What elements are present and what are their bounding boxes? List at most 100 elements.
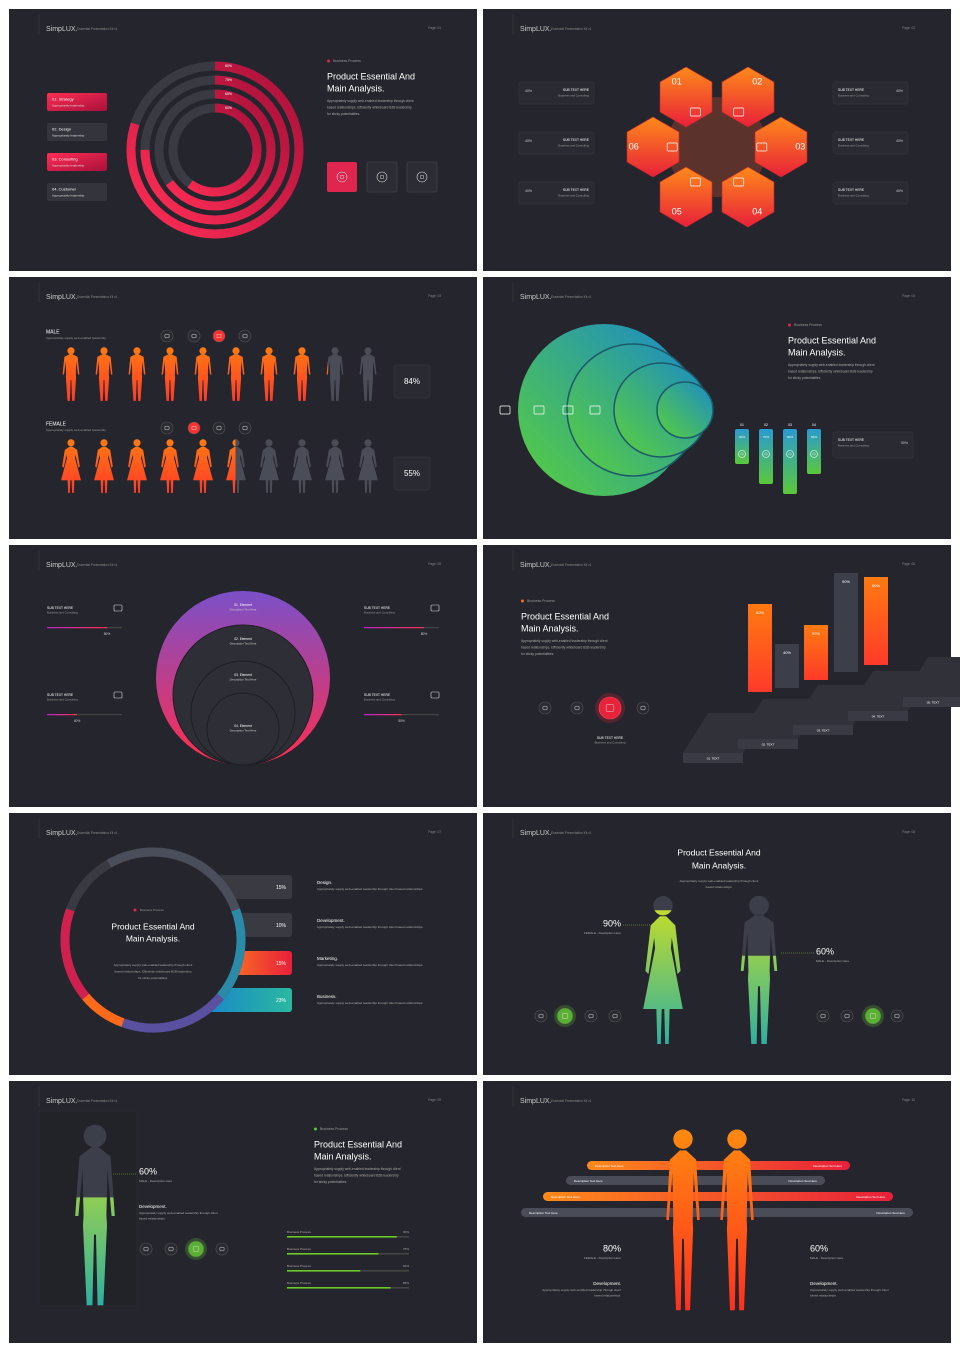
group-name: FEMALE xyxy=(46,421,67,427)
bar xyxy=(834,573,858,672)
figure-text: MALE - Description Here xyxy=(816,959,850,963)
bar xyxy=(759,429,773,484)
figure-fill xyxy=(61,439,236,493)
list-title: 01. Strategy xyxy=(52,97,74,102)
slide: SimpLUX. Essential Presentation Kit v1 Pag… xyxy=(483,277,951,539)
desc: based relationships. xyxy=(594,1293,621,1297)
item-text: Appropriately supply web-enabled leaders… xyxy=(317,1001,423,1005)
icon-button xyxy=(738,450,746,458)
circle-title: 03. Element xyxy=(234,673,252,677)
list-text: Appropriately leadership xyxy=(52,133,85,137)
bar-name: 03 xyxy=(788,423,792,427)
item-title: Design. xyxy=(317,880,332,885)
icon-glyph xyxy=(612,1013,618,1019)
hex-number: 06 xyxy=(629,141,639,151)
title: Main Analysis. xyxy=(692,860,746,870)
page-number: Page: 07 xyxy=(428,830,441,834)
tab-value: 10% xyxy=(276,923,287,929)
ring-label: 80% xyxy=(225,64,232,68)
slide: SimpLUX. Essential Presentation Kit v1 Pag… xyxy=(9,1081,477,1343)
banner-left: Description Text Here xyxy=(595,1164,624,1168)
icon-glyph xyxy=(164,333,170,339)
tag-dot xyxy=(788,323,791,327)
box-title: SUB TEXT HERE xyxy=(563,138,590,142)
ring-face xyxy=(69,856,237,1024)
figure-fill xyxy=(62,347,328,401)
item-title: Development. xyxy=(317,918,345,923)
step-front xyxy=(848,711,908,721)
heading: Development. xyxy=(810,1281,838,1286)
icon-button xyxy=(840,1009,854,1023)
title: Product Essential And xyxy=(521,611,609,621)
brand: SimpLUX. xyxy=(520,26,552,33)
list-title: 03. Consulting xyxy=(52,157,78,162)
box-text: Business and Consulting xyxy=(838,144,869,148)
icon-button xyxy=(376,171,388,183)
step-label: 03. TEXT xyxy=(817,728,830,732)
desc: Appropriately supply web-enabled leaders… xyxy=(139,1211,218,1215)
step-front xyxy=(903,697,960,707)
icon-button xyxy=(534,1009,548,1023)
icon-glyph xyxy=(869,1013,877,1019)
item-title: Marketing. xyxy=(317,956,338,961)
icon-glyph xyxy=(216,333,222,339)
ring-segment xyxy=(121,993,224,1033)
kit-name: Essential Presentation Kit v1 xyxy=(551,295,592,299)
icon-button xyxy=(139,1242,153,1256)
icon-glyph xyxy=(812,452,816,456)
box-text: Business and Consulting xyxy=(838,194,869,198)
group-text: Appropriately supply web-enabled leaders… xyxy=(46,336,107,340)
hexagon xyxy=(721,66,775,128)
icon-button xyxy=(212,329,226,343)
bar xyxy=(864,577,888,665)
icon-button xyxy=(160,421,174,435)
list-item xyxy=(47,123,107,141)
box-title: SUB TEXT HERE xyxy=(563,188,590,192)
tag-dot xyxy=(521,599,524,603)
circle-text: Description Text Here xyxy=(230,678,257,682)
icon-button xyxy=(416,171,428,183)
item-icon xyxy=(430,691,440,699)
tag-dot xyxy=(327,59,330,63)
icon-button xyxy=(584,1009,598,1023)
progress-value: 85% xyxy=(403,1281,409,1285)
icon-glyph xyxy=(168,1246,174,1252)
box-value: 90% xyxy=(901,441,908,445)
icon-tile xyxy=(327,162,357,192)
icon-glyph xyxy=(191,425,197,431)
ring-arc xyxy=(126,61,304,239)
kit-name: Essential Presentation Kit v1 xyxy=(77,27,118,31)
item-text: Appropriately supply web-enabled leaders… xyxy=(317,887,423,891)
bar-label: 50% xyxy=(812,631,820,636)
bar xyxy=(775,644,799,688)
ring-arc xyxy=(154,89,276,211)
panel xyxy=(393,364,431,399)
box-title: SUB TEXT HERE xyxy=(563,88,590,92)
progress-fill xyxy=(364,714,402,716)
group-name: MALE xyxy=(46,329,60,335)
desc: based relationships. xyxy=(139,1216,166,1220)
figure-text: FEMALE - Description Here xyxy=(584,931,621,935)
list-title: 04. Customer xyxy=(52,187,77,192)
figure xyxy=(666,1129,700,1311)
bar-label: 80% xyxy=(756,610,764,615)
body: for sticky potentialities. xyxy=(314,1180,347,1184)
box-title: SUB TEXT HERE xyxy=(838,138,865,142)
panel xyxy=(832,181,909,205)
slide: SimpLUX. Essential Presentation Kit v1 Pag… xyxy=(9,9,477,271)
icon-tile xyxy=(406,161,438,193)
figure-fill xyxy=(740,955,778,1044)
item-text: Business and Consulting xyxy=(47,698,78,702)
list-item xyxy=(47,93,107,111)
kit-name: Essential Presentation Kit v1 xyxy=(551,831,592,835)
box-text: Business and Consulting xyxy=(558,94,589,98)
icon-button xyxy=(762,450,770,458)
item-title: SUB TEXT HERE xyxy=(47,606,74,610)
panel xyxy=(832,431,914,459)
ring-label: 75% xyxy=(225,78,232,82)
icon-button xyxy=(556,1007,574,1025)
icon-glyph xyxy=(420,175,424,179)
group-value: 84% xyxy=(404,377,420,386)
title: Product Essential And xyxy=(111,921,194,931)
slide: SimpLUX. Essential Presentation Kit v1 Pag… xyxy=(483,1081,951,1343)
